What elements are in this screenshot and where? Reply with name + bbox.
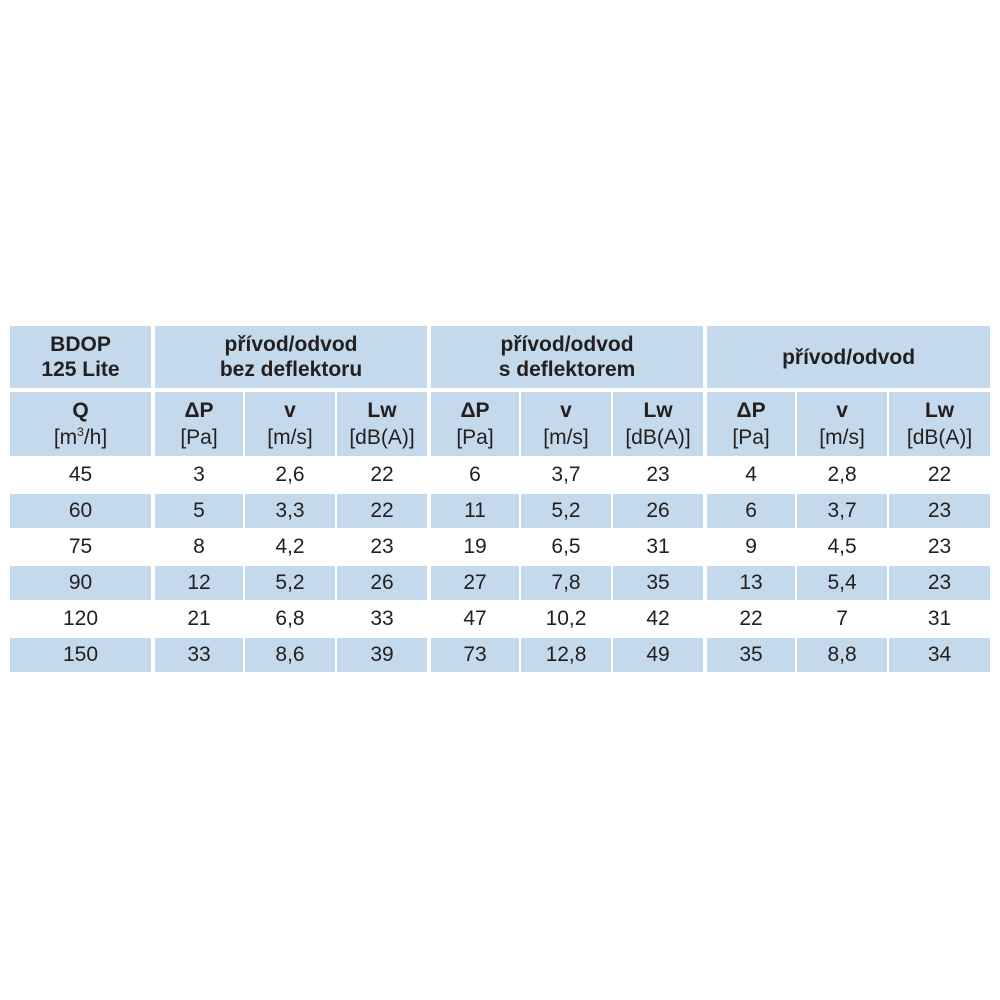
dp-header: ΔP [Pa] <box>427 392 520 456</box>
group-2-line1: přívod/odvod <box>500 333 634 356</box>
table-cell: 8,8 <box>795 636 888 672</box>
dp-header: ΔP [Pa] <box>151 392 243 456</box>
group-header-1: přívod/odvod bez deflektoru <box>151 326 428 392</box>
header-group-row: BDOP 125 Lite přívod/odvod bez deflektor… <box>10 326 991 392</box>
group-1-line2: bez deflektoru <box>219 358 363 381</box>
table-cell: 23 <box>611 456 704 492</box>
table-cell: 6 <box>427 456 520 492</box>
table-cell: 35 <box>703 636 796 672</box>
q-unit: [m3/h] <box>53 425 108 449</box>
table-cell: 23 <box>335 528 428 564</box>
model-variant: 125 Lite <box>41 358 120 381</box>
table-row: 90 12 5,2 26 27 7,8 35 13 5,4 23 <box>10 564 991 600</box>
table-cell: 3,7 <box>519 456 612 492</box>
table-cell: 27 <box>427 564 520 600</box>
table-cell: 22 <box>703 600 796 636</box>
v-header: v [m/s] <box>243 392 335 456</box>
table-cell: 22 <box>335 456 428 492</box>
table-cell: 23 <box>887 528 991 564</box>
table-cell: 5,2 <box>519 492 612 528</box>
header-unit-row: Q [m3/h] ΔP [Pa] v [m/s] Lw [dB(A)] ΔP [Pa] … <box>10 392 991 456</box>
table-row: 150 33 8,6 39 73 12,8 49 35 8,8 34 <box>10 636 991 672</box>
table-cell: 39 <box>335 636 428 672</box>
table-cell: 73 <box>427 636 520 672</box>
table-cell: 3 <box>151 456 243 492</box>
table-cell: 23 <box>887 492 991 528</box>
group-header-2: přívod/odvod s deflektorem <box>427 326 704 392</box>
table-cell: 8,6 <box>243 636 335 672</box>
lw-header: Lw [dB(A)] <box>335 392 428 456</box>
v-header: v [m/s] <box>795 392 888 456</box>
table-cell: 10,2 <box>519 600 612 636</box>
group-header-3: přívod/odvod <box>703 326 991 392</box>
table-cell: 33 <box>151 636 243 672</box>
model-header: BDOP 125 Lite <box>10 326 151 392</box>
table-cell: 6 <box>703 492 796 528</box>
table-cell: 3,3 <box>243 492 335 528</box>
table-cell: 26 <box>335 564 428 600</box>
table-cell: 5 <box>151 492 243 528</box>
group-3-line1: přívod/odvod <box>782 345 916 369</box>
table-row: 120 21 6,8 33 47 10,2 42 22 7 31 <box>10 600 991 636</box>
table-cell: 6,5 <box>519 528 612 564</box>
table-cell: 90 <box>10 564 151 600</box>
table-cell: 2,6 <box>243 456 335 492</box>
table-cell: 31 <box>611 528 704 564</box>
table-cell: 47 <box>427 600 520 636</box>
table-cell: 6,8 <box>243 600 335 636</box>
table-cell: 19 <box>427 528 520 564</box>
table-row: 60 5 3,3 22 11 5,2 26 6 3,7 23 <box>10 492 991 528</box>
table-cell: 49 <box>611 636 704 672</box>
table-cell: 150 <box>10 636 151 672</box>
table-cell: 75 <box>10 528 151 564</box>
table-cell: 13 <box>703 564 796 600</box>
table-cell: 120 <box>10 600 151 636</box>
table-cell: 31 <box>887 600 991 636</box>
lw-header: Lw [dB(A)] <box>611 392 704 456</box>
table-cell: 12,8 <box>519 636 612 672</box>
q-header: Q [m3/h] <box>10 392 151 456</box>
table-body: 45 3 2,6 22 6 3,7 23 4 2,8 22 60 5 3,3 22 11 5,2 26 6 3,7 2… <box>10 456 991 672</box>
table-cell: 45 <box>10 456 151 492</box>
table-cell: 3,7 <box>795 492 888 528</box>
table-cell: 33 <box>335 600 428 636</box>
group-2-line2: s deflektorem <box>498 358 636 381</box>
table-cell: 22 <box>335 492 428 528</box>
table-cell: 4 <box>703 456 796 492</box>
table-row: 45 3 2,6 22 6 3,7 23 4 2,8 22 <box>10 456 991 492</box>
table-cell: 42 <box>611 600 704 636</box>
table-cell: 5,4 <box>795 564 888 600</box>
table-cell: 8 <box>151 528 243 564</box>
group-1-line1: přívod/odvod <box>224 333 358 356</box>
q-symbol: Q <box>72 399 89 422</box>
table-cell: 5,2 <box>243 564 335 600</box>
table-row: 75 8 4,2 23 19 6,5 31 9 4,5 23 <box>10 528 991 564</box>
table-cell: 23 <box>887 564 991 600</box>
v-header: v [m/s] <box>519 392 612 456</box>
table-cell: 21 <box>151 600 243 636</box>
table-cell: 7,8 <box>519 564 612 600</box>
table-cell: 4,2 <box>243 528 335 564</box>
table-cell: 9 <box>703 528 796 564</box>
table-cell: 11 <box>427 492 520 528</box>
table-cell: 2,8 <box>795 456 888 492</box>
table-cell: 34 <box>887 636 991 672</box>
performance-table: BDOP 125 Lite přívod/odvod bez deflektor… <box>10 326 991 672</box>
table-cell: 35 <box>611 564 704 600</box>
table-cell: 26 <box>611 492 704 528</box>
table-cell: 22 <box>887 456 991 492</box>
dp-header: ΔP [Pa] <box>703 392 796 456</box>
lw-header: Lw [dB(A)] <box>887 392 991 456</box>
table-cell: 12 <box>151 564 243 600</box>
table-cell: 7 <box>795 600 888 636</box>
table-cell: 60 <box>10 492 151 528</box>
table-cell: 4,5 <box>795 528 888 564</box>
model-name: BDOP <box>50 333 111 356</box>
